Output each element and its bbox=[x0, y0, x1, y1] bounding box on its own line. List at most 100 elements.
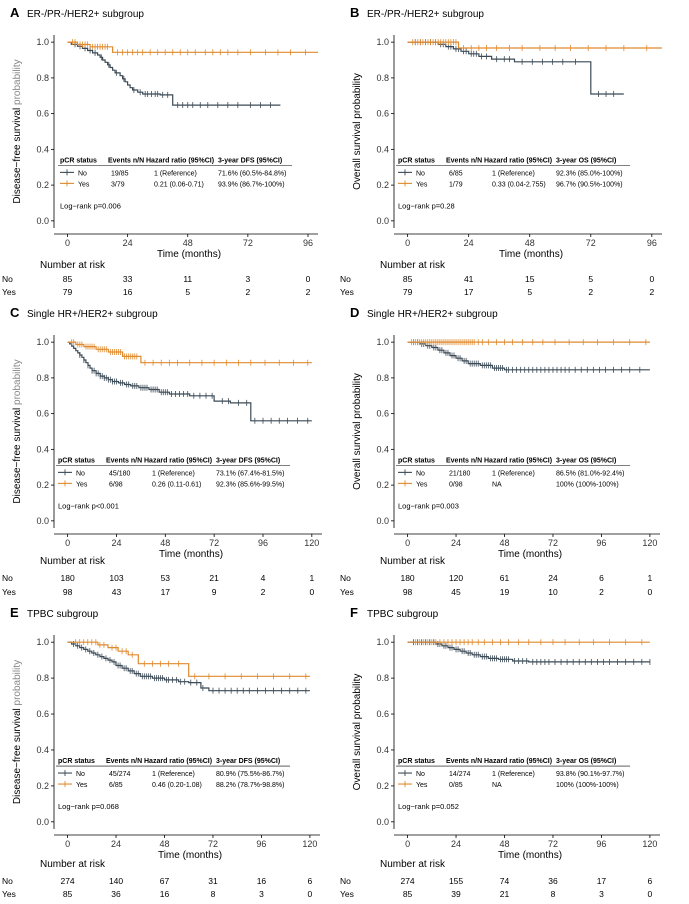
table-rate: 92.3% (85.0%-100%) bbox=[556, 170, 623, 177]
risk-value: 9 bbox=[212, 587, 217, 597]
logrank-text: Log−rank p=0.003 bbox=[398, 501, 459, 510]
x-tick-label: 0 bbox=[65, 238, 70, 248]
y-tick-label: 1.0 bbox=[376, 37, 389, 47]
y-tick-label: 0.0 bbox=[36, 216, 49, 226]
risk-value: 2 bbox=[649, 287, 654, 297]
y-axis-label: Disease−free survival probability bbox=[12, 59, 23, 203]
panel-letter: C bbox=[10, 305, 20, 320]
risk-value: 5 bbox=[527, 287, 532, 297]
table-hr: NA bbox=[492, 481, 502, 488]
risk-value: 8 bbox=[551, 889, 556, 899]
table-hr: 1 (Reference) bbox=[492, 771, 535, 778]
y-tick-label: 0.4 bbox=[36, 144, 49, 154]
y-tick-label: 0.6 bbox=[376, 409, 389, 419]
table-header: Events n/N bbox=[446, 157, 482, 164]
risk-row-label: Yes bbox=[340, 587, 354, 597]
risk-row-label: No bbox=[2, 573, 13, 583]
y-tick-label: 0.8 bbox=[376, 673, 389, 683]
risk-value: 4 bbox=[261, 573, 266, 583]
risk-row-label: Yes bbox=[2, 287, 16, 297]
y-tick-label: 0.4 bbox=[376, 745, 389, 755]
x-axis-label: Time (months) bbox=[498, 850, 562, 861]
table-hr: 1 (Reference) bbox=[492, 470, 535, 477]
panel-a: A ER-/PR-/HER2+ subgroup 0.0 0.2 0.4 0.6 0.8 1.… bbox=[2, 5, 318, 297]
table-group: Yes bbox=[416, 782, 428, 789]
y-axis-label-accent: probability bbox=[12, 660, 23, 706]
panel-letter: B bbox=[350, 5, 359, 20]
table-header: Events n/N bbox=[108, 157, 144, 164]
y-tick-label: 0.0 bbox=[376, 516, 389, 526]
risk-value: 2 bbox=[245, 287, 250, 297]
x-axis-label: Time (months) bbox=[498, 549, 562, 560]
logrank-text: Log−rank p=0.006 bbox=[60, 201, 121, 210]
risk-value: 41 bbox=[464, 274, 474, 284]
panel-letter: A bbox=[10, 5, 20, 20]
risk-value: 11 bbox=[183, 274, 192, 284]
risk-value: 98 bbox=[403, 587, 413, 597]
risk-title: Number at risk bbox=[40, 260, 106, 271]
table-rate: 93.8% (90.1%-97.7%) bbox=[556, 771, 624, 778]
x-tick-label: 72 bbox=[586, 238, 596, 248]
x-tick-label: 24 bbox=[123, 238, 133, 248]
risk-value: 16 bbox=[123, 287, 133, 297]
y-axis-label-main: Overall survival probability bbox=[352, 674, 363, 791]
risk-value: 274 bbox=[400, 876, 414, 886]
risk-value: 2 bbox=[599, 587, 604, 597]
risk-value: 103 bbox=[109, 573, 123, 583]
risk-value: 5 bbox=[185, 287, 190, 297]
risk-value: 79 bbox=[63, 287, 73, 297]
logrank-text: Log−rank p=0.068 bbox=[58, 802, 119, 811]
risk-title: Number at risk bbox=[40, 859, 106, 870]
x-tick-label: 96 bbox=[596, 538, 606, 548]
risk-row-label: Yes bbox=[2, 889, 16, 899]
risk-row-label: No bbox=[340, 876, 351, 886]
table-header: Hazard ratio (95%CI) bbox=[484, 457, 552, 464]
y-axis-label: Disease−free survival probability bbox=[12, 359, 23, 503]
x-tick-label: 0 bbox=[405, 538, 410, 548]
risk-value: 85 bbox=[403, 274, 413, 284]
risk-title: Number at risk bbox=[380, 260, 446, 271]
x-tick-label: 72 bbox=[209, 538, 219, 548]
table-rate: 92.3% (85.6%-99.5%) bbox=[216, 481, 284, 488]
risk-value: 43 bbox=[112, 587, 122, 597]
risk-value: 8 bbox=[211, 889, 216, 899]
panel-c: C Single HR+/HER2+ subgroup 0.0 0.2 0.4 0.6 0.… bbox=[2, 305, 322, 597]
risk-value: 1 bbox=[309, 573, 314, 583]
y-axis-label: Overall survival probability bbox=[352, 373, 363, 490]
x-tick-label: 96 bbox=[596, 839, 606, 849]
panel-title: Single HR+/HER2+ subgroup bbox=[367, 309, 498, 320]
table-group: Yes bbox=[78, 181, 90, 188]
table-hr: 1 (Reference) bbox=[154, 170, 197, 177]
y-tick-label: 0.0 bbox=[36, 817, 49, 827]
y-tick-label: 0.8 bbox=[376, 73, 389, 83]
panel-title: TPBC subgroup bbox=[367, 609, 439, 620]
y-tick-label: 0.2 bbox=[36, 781, 49, 791]
table-header: pCR status bbox=[398, 157, 435, 164]
risk-value: 6 bbox=[308, 876, 313, 886]
y-tick-label: 0.6 bbox=[36, 109, 49, 119]
table-header: Events n/N bbox=[106, 758, 142, 765]
panel-b: B ER-/PR-/HER2+ subgroup 0.0 0.2 0.4 0.6 0.8 1.… bbox=[340, 5, 662, 297]
panel-f: F TPBC subgroup 0.0 0.2 0.4 0.6 0.8 1.0 0 24 48 72 9… bbox=[340, 605, 660, 899]
table-header: Hazard ratio (95%CI) bbox=[484, 157, 552, 164]
table-header: Hazard ratio (95%CI) bbox=[146, 157, 214, 164]
x-tick-label: 24 bbox=[451, 538, 461, 548]
risk-value: 53 bbox=[161, 573, 171, 583]
y-axis-label: Overall survival probability bbox=[352, 73, 363, 190]
table-events: 14/274 bbox=[449, 771, 471, 778]
table-group: No bbox=[416, 470, 425, 477]
table-events: 1/79 bbox=[449, 181, 463, 188]
risk-value: 155 bbox=[449, 876, 463, 886]
risk-value: 17 bbox=[161, 587, 171, 597]
table-events: 45/274 bbox=[109, 771, 131, 778]
y-tick-label: 0.0 bbox=[376, 817, 389, 827]
y-axis-label-main: Disease−free survival bbox=[12, 705, 23, 804]
x-tick-label: 0 bbox=[65, 538, 70, 548]
risk-value: 1 bbox=[648, 573, 653, 583]
table-rate: 73.1% (67.4%-81.5%) bbox=[216, 470, 284, 477]
x-tick-label: 48 bbox=[160, 538, 170, 548]
risk-value: 274 bbox=[60, 876, 74, 886]
risk-value: 67 bbox=[160, 876, 170, 886]
y-tick-label: 0.2 bbox=[376, 781, 389, 791]
